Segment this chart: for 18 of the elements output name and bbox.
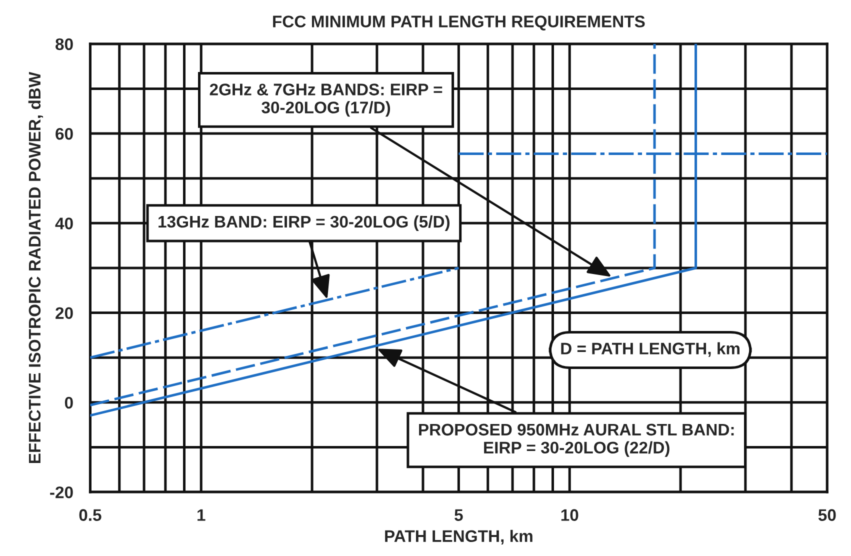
- chart-title: FCC MINIMUM PATH LENGTH REQUIREMENTS: [273, 16, 645, 31]
- y-tick-label: 20: [56, 307, 73, 320]
- x-tick-label: 1: [198, 509, 206, 521]
- x-tick-label: 5: [454, 509, 463, 521]
- x-axis-title: PATH LENGTH, km: [385, 530, 532, 544]
- y-tick-label: -20: [50, 486, 73, 498]
- annotation: 13GHz BAND: EIRP = 30-20LOG (5/D): [158, 215, 450, 231]
- y-tick-label: 60: [56, 128, 73, 140]
- y-axis-title: EFFECTIVE ISOTROPIC RADIATED POWER, dBW: [28, 72, 44, 464]
- y-tick-label: 0: [64, 396, 73, 409]
- y-tick-label: 40: [55, 218, 73, 230]
- y-tick-label: 80: [56, 38, 73, 50]
- annotation: 2GHz & 7GHz BANDS: EIRP = 30-20LOG (17/D): [210, 84, 442, 117]
- annotation: D = PATH LENGTH, km: [561, 342, 740, 357]
- x-tick-label: 0.5: [79, 509, 102, 521]
- x-tick-label: 10: [561, 509, 578, 521]
- annotation: PROPOSED 950MHz AURAL STL BAND: EIRP = 30-20LOG (22/D): [419, 424, 734, 457]
- x-tick-label: 50: [818, 509, 836, 521]
